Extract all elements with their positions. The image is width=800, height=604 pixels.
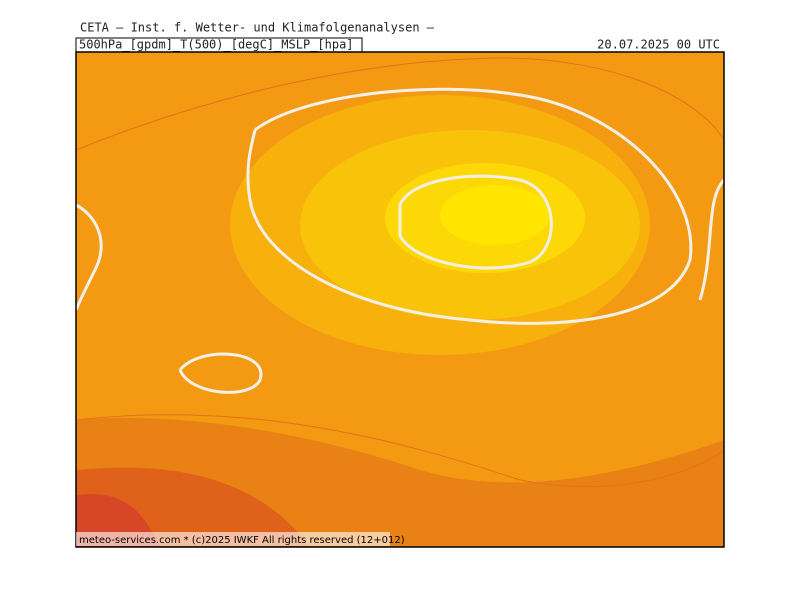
footer-box <box>76 532 390 546</box>
isobar <box>398 174 553 270</box>
isotherm <box>76 57 724 151</box>
isobar <box>76 203 103 311</box>
institute: CETA — Inst. f. Wetter- und Klimafolgena… <box>80 21 435 35</box>
field-coldest <box>440 185 550 245</box>
map-frame <box>75 51 725 548</box>
fields: 500hPa_[gpdm]_T(500)_[degC]_MSLP_[hpa] <box>79 38 354 52</box>
isobar <box>178 352 263 394</box>
footer: meteo-services.com * (c)2025 IWKF All ri… <box>79 535 405 546</box>
date: 20.07.2025 00 UTC <box>597 38 720 52</box>
isobar <box>698 178 724 301</box>
map-fields <box>76 52 724 547</box>
isobar <box>246 87 693 325</box>
isotherm <box>76 414 724 487</box>
